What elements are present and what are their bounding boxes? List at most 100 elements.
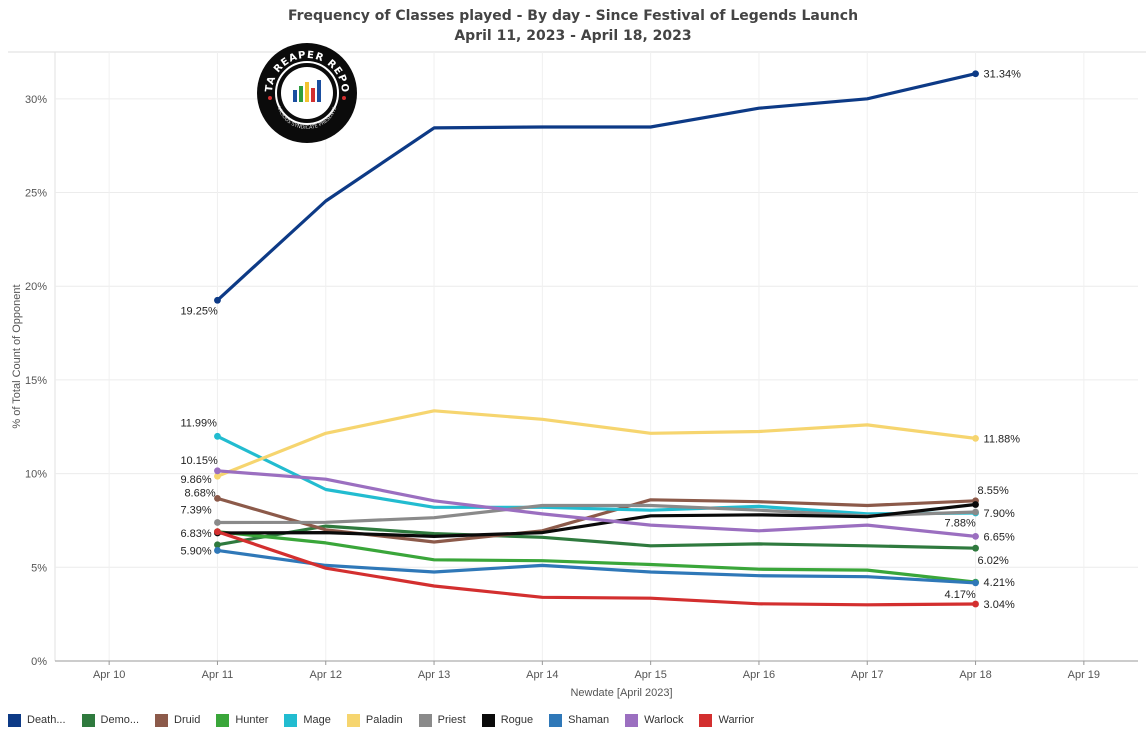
- legend-item-rogue[interactable]: Rogue: [481, 713, 534, 727]
- series-line-paladin: [215, 409, 978, 478]
- y-tick-label: 10%: [25, 469, 47, 481]
- point-end-warlock: [972, 532, 979, 540]
- chart-title-block: Frequency of Classes played - By day - S…: [0, 6, 1146, 46]
- series-line-demo: [215, 524, 978, 550]
- legend-swatch: [81, 713, 95, 727]
- legend-item-demo[interactable]: Demo...: [81, 713, 139, 727]
- point-start-druid: [214, 494, 221, 502]
- x-tick-label: Apr 11: [202, 669, 234, 681]
- legend-swatch: [481, 713, 495, 727]
- legend-swatch: [216, 713, 230, 727]
- data-labels: 19.25% 31.34% 6.02% 8.68% 8.55% 4.21% 11.99% 7.…: [180, 69, 1021, 611]
- legend-label: Warlock: [644, 714, 684, 726]
- point-start-warlock: [214, 467, 221, 475]
- chart-subtitle: April 11, 2023 - April 18, 2023: [454, 28, 692, 44]
- point-end-shaman: [972, 579, 979, 587]
- legend-swatch: [625, 713, 639, 727]
- series-line-mage: [215, 434, 978, 516]
- legend-label: Death...: [27, 714, 66, 726]
- y-tick-label: 20%: [25, 281, 47, 293]
- legend-item-hunter[interactable]: Hunter: [216, 713, 269, 727]
- point-end-warrior: [972, 600, 979, 608]
- legend-item-paladin[interactable]: Paladin: [346, 713, 403, 727]
- x-tick-label: Apr 15: [634, 669, 666, 681]
- legend-label: Warrior: [718, 714, 755, 726]
- x-tick-label: Apr 10: [93, 669, 125, 681]
- series-line-warrior: [215, 530, 978, 607]
- legend-item-mage[interactable]: Mage: [284, 713, 331, 727]
- x-axis-title: Newdate [April 2023]: [570, 687, 672, 699]
- legend-swatch: [155, 713, 169, 727]
- legend-label: Hunter: [235, 714, 269, 726]
- legend-item-priest[interactable]: Priest: [418, 713, 466, 727]
- legend-swatch: [284, 713, 298, 727]
- data-label-end: 6.65%: [984, 531, 1015, 543]
- point-start-paladin: [214, 472, 221, 480]
- data-label-end: 4.17%: [945, 589, 976, 601]
- x-tick-label: Apr 18: [959, 669, 991, 681]
- x-tick-label: Apr 17: [851, 669, 883, 681]
- data-label-start: 7.39%: [180, 505, 211, 517]
- legend-label: Shaman: [568, 714, 610, 726]
- data-label-start: 6.83%: [180, 528, 211, 540]
- y-tick-label: 0%: [31, 656, 47, 668]
- legend-label: Druid: [174, 714, 201, 726]
- legend-label: Priest: [437, 714, 466, 726]
- legend-item-shaman[interactable]: Shaman: [549, 713, 610, 727]
- data-label-end: 3.04%: [984, 599, 1015, 611]
- data-label-end: 4.21%: [984, 577, 1015, 589]
- point-end-priest: [972, 508, 979, 516]
- series-line-warlock: [215, 469, 978, 539]
- point-start-mage: [214, 432, 221, 440]
- x-tick-label: Apr 13: [418, 669, 450, 681]
- y-tick-label: 30%: [25, 94, 47, 106]
- legend-item-warrior[interactable]: Warrior: [699, 713, 755, 727]
- grid-lines: [8, 51, 1146, 662]
- data-label-start: 19.25%: [180, 305, 218, 317]
- data-label-end: 7.90%: [984, 508, 1015, 520]
- legend-swatch: [418, 713, 432, 727]
- data-label-start: 10.15%: [180, 455, 218, 467]
- data-label-start: 8.68%: [184, 487, 215, 499]
- x-tick-label: Apr 12: [310, 669, 342, 681]
- legend-swatch: [346, 713, 360, 727]
- legend-swatch: [699, 713, 713, 727]
- chart-title: Frequency of Classes played - By day - S…: [287, 8, 859, 24]
- legend-item-druid[interactable]: Druid: [155, 713, 201, 727]
- data-label-end: 6.02%: [978, 555, 1009, 567]
- data-label-end: 8.55%: [978, 485, 1009, 497]
- x-tick-label: Apr 16: [743, 669, 775, 681]
- data-label-end: 11.88%: [984, 433, 1021, 445]
- data-label-end: 31.34%: [984, 69, 1022, 81]
- legend-label: Mage: [303, 714, 331, 726]
- x-tick-label: Apr 19: [1068, 669, 1100, 681]
- point-start-warrior: [214, 528, 221, 536]
- point-start-priest: [214, 519, 221, 526]
- point-end-paladin: [972, 434, 979, 442]
- y-tick-label: 15%: [25, 375, 47, 387]
- series-line-shaman: [215, 548, 978, 585]
- data-reaper-report-logo: DATA REAPER REPORT VICIOUS SYNDICATE PRE…: [251, 34, 358, 144]
- legend-item-death[interactable]: Death...: [8, 713, 66, 727]
- legend-swatch: [8, 713, 21, 727]
- point-start-death: [214, 296, 221, 304]
- legend-swatch: [549, 713, 563, 727]
- y-tick-label: 5%: [31, 562, 47, 574]
- data-label-end: 7.88%: [945, 518, 976, 530]
- point-end-rogue: [972, 501, 979, 508]
- line-chart: 0% 5% 10% 15% 20% 25% 30% Apr 10 Apr 11 Apr 12 Apr…: [8, 51, 1146, 699]
- data-label-start: 5.90%: [180, 545, 211, 557]
- point-start-demo: [214, 541, 221, 549]
- y-tick-label: 25%: [25, 188, 47, 200]
- legend-label: Paladin: [365, 714, 403, 726]
- series-line-rogue: [215, 502, 978, 539]
- series-line-death: [215, 72, 978, 302]
- data-label-start: 11.99%: [180, 417, 217, 429]
- point-end-demo: [972, 544, 979, 552]
- x-tick-label: Apr 14: [526, 669, 558, 681]
- legend-item-warlock[interactable]: Warlock: [625, 713, 684, 727]
- legend-label: Rogue: [500, 714, 534, 726]
- axes: 0% 5% 10% 15% 20% 25% 30% Apr 10 Apr 11 Apr 12 Apr…: [11, 94, 1138, 699]
- legend: Death... Demo... Druid Hunter Mage Paladin Pri…: [8, 710, 770, 730]
- series-line-hunter: [215, 530, 978, 584]
